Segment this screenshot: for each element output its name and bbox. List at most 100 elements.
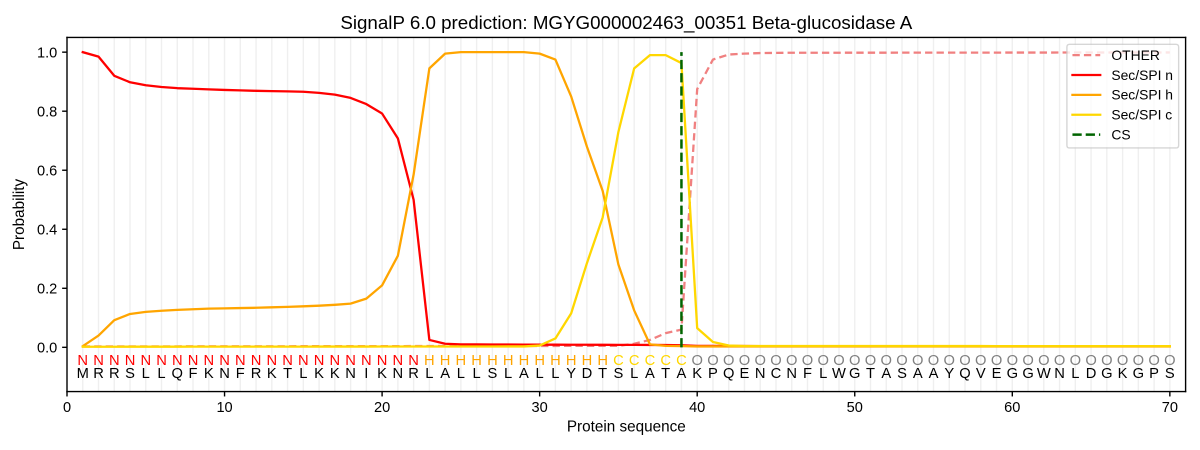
svg-text:N: N [314, 353, 325, 369]
svg-text:N: N [219, 366, 230, 382]
svg-text:N: N [125, 353, 136, 369]
svg-text:F: F [189, 366, 198, 382]
svg-text:10: 10 [216, 400, 232, 416]
svg-text:Y: Y [944, 366, 954, 382]
svg-text:O: O [723, 353, 734, 369]
svg-text:A: A [677, 366, 687, 382]
svg-text:N: N [393, 353, 404, 369]
svg-text:H: H [440, 353, 451, 369]
svg-text:L: L [457, 366, 465, 382]
svg-text:A: A [440, 366, 450, 382]
svg-text:O: O [818, 353, 829, 369]
svg-text:N: N [156, 353, 167, 369]
svg-text:L: L [630, 366, 638, 382]
svg-text:N: N [1054, 366, 1065, 382]
svg-text:H: H [534, 353, 545, 369]
svg-text:G: G [1101, 366, 1112, 382]
svg-text:0.2: 0.2 [37, 282, 57, 298]
svg-text:W: W [832, 366, 846, 382]
svg-text:P: P [708, 366, 718, 382]
svg-text:50: 50 [847, 400, 863, 416]
svg-text:N: N [109, 353, 120, 369]
svg-text:A: A [929, 366, 939, 382]
svg-text:30: 30 [532, 400, 548, 416]
svg-text:N: N [77, 353, 88, 369]
svg-text:H: H [550, 353, 561, 369]
svg-text:N: N [203, 353, 214, 369]
svg-text:C: C [676, 353, 687, 369]
svg-text:K: K [692, 366, 702, 382]
svg-text:N: N [282, 353, 293, 369]
svg-text:A: A [645, 366, 655, 382]
svg-text:H: H [597, 353, 608, 369]
svg-text:D: D [582, 366, 593, 382]
svg-text:C: C [660, 353, 671, 369]
svg-text:Sec/SPI n: Sec/SPI n [1111, 67, 1173, 83]
svg-text:K: K [1118, 366, 1128, 382]
svg-text:Protein sequence: Protein sequence [567, 419, 686, 436]
svg-text:Q: Q [723, 366, 734, 382]
svg-text:L: L [425, 366, 433, 382]
svg-text:K: K [330, 366, 340, 382]
svg-text:O: O [991, 353, 1002, 369]
svg-text:N: N [393, 366, 404, 382]
svg-text:E: E [992, 366, 1002, 382]
svg-text:L: L [1071, 366, 1079, 382]
svg-text:Q: Q [172, 366, 183, 382]
svg-text:C: C [613, 353, 624, 369]
svg-text:N: N [251, 353, 262, 369]
svg-text:A: A [881, 366, 891, 382]
svg-text:H: H [582, 353, 593, 369]
svg-text:K: K [267, 366, 277, 382]
svg-text:O: O [1054, 353, 1065, 369]
svg-text:0.6: 0.6 [37, 164, 57, 180]
svg-text:H: H [487, 353, 498, 369]
svg-text:W: W [1037, 366, 1051, 382]
svg-text:P: P [1149, 366, 1159, 382]
svg-text:Sec/SPI h: Sec/SPI h [1111, 87, 1173, 103]
svg-text:Sec/SPI c: Sec/SPI c [1111, 107, 1172, 123]
svg-text:C: C [645, 353, 656, 369]
svg-text:N: N [172, 353, 183, 369]
svg-text:0.0: 0.0 [37, 341, 57, 357]
svg-text:F: F [236, 366, 245, 382]
svg-text:O: O [1133, 353, 1144, 369]
svg-text:N: N [298, 353, 309, 369]
svg-text:D: D [1086, 366, 1097, 382]
svg-text:0: 0 [63, 400, 71, 416]
svg-text:O: O [786, 353, 797, 369]
svg-text:O: O [1164, 353, 1175, 369]
svg-text:H: H [503, 353, 514, 369]
svg-text:R: R [251, 366, 262, 382]
svg-text:O: O [739, 353, 750, 369]
svg-text:R: R [93, 366, 104, 382]
svg-text:O: O [1085, 353, 1096, 369]
svg-text:40: 40 [689, 400, 705, 416]
svg-text:N: N [377, 353, 388, 369]
svg-text:0.8: 0.8 [37, 104, 57, 120]
svg-text:O: O [1101, 353, 1112, 369]
svg-text:N: N [345, 353, 356, 369]
svg-text:S: S [1165, 366, 1175, 382]
svg-text:O: O [833, 353, 844, 369]
svg-text:O: O [1148, 353, 1159, 369]
svg-text:O: O [691, 353, 702, 369]
svg-text:L: L [504, 366, 512, 382]
svg-text:T: T [283, 366, 292, 382]
svg-text:S: S [897, 366, 907, 382]
svg-text:L: L [819, 366, 827, 382]
svg-text:O: O [912, 353, 923, 369]
svg-text:O: O [1022, 353, 1033, 369]
svg-text:0.4: 0.4 [37, 223, 57, 239]
svg-text:C: C [771, 366, 782, 382]
svg-text:Q: Q [959, 366, 970, 382]
svg-text:N: N [361, 353, 372, 369]
svg-text:O: O [754, 353, 765, 369]
svg-text:E: E [740, 366, 750, 382]
svg-text:L: L [299, 366, 307, 382]
svg-text:SignalP 6.0 prediction: MGYG00: SignalP 6.0 prediction: MGYG000002463_00… [340, 12, 912, 34]
svg-text:O: O [896, 353, 907, 369]
svg-text:M: M [77, 366, 89, 382]
svg-text:O: O [928, 353, 939, 369]
svg-text:H: H [471, 353, 482, 369]
